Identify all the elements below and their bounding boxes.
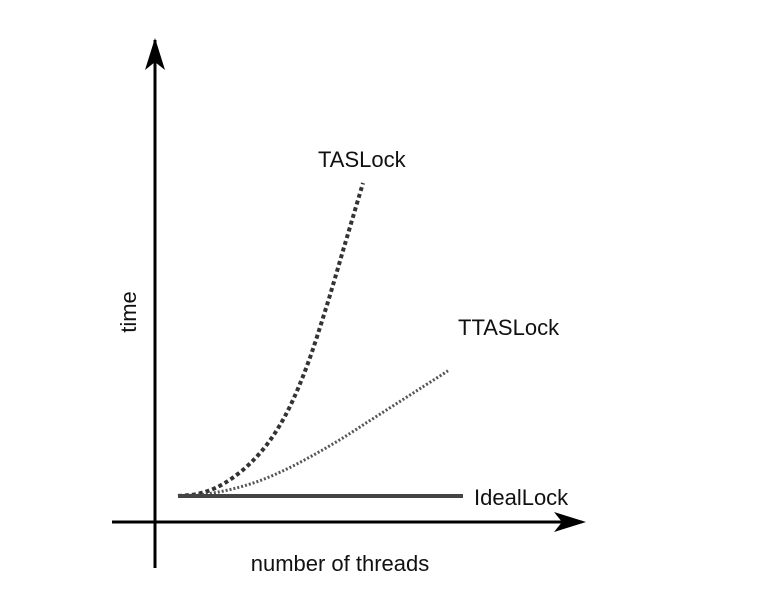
series-label-taslock: TASLock: [318, 147, 407, 172]
y-axis-label: time: [116, 291, 141, 333]
series-line-taslock: [177, 182, 365, 498]
series-label-ttaslock: TTASLock: [458, 315, 560, 340]
series-label-ideallock: IdealLock: [474, 485, 569, 510]
y-axis-arrow: [145, 38, 165, 70]
series-line-ttaslock: [177, 369, 449, 498]
x-axis-label: number of threads: [251, 551, 430, 576]
x-axis-arrow: [554, 512, 586, 532]
